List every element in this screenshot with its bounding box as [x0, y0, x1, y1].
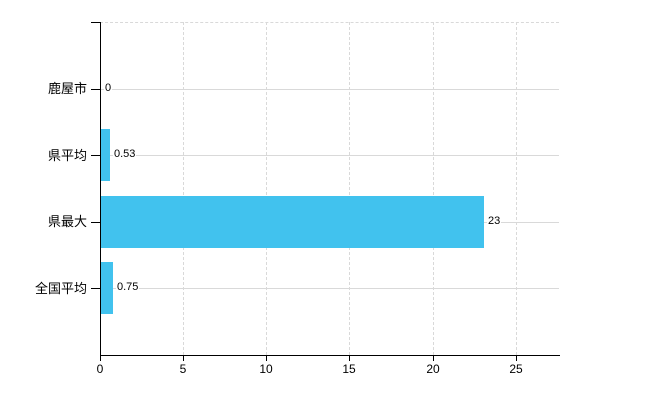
- plot-area: 0 5 10 15 20 25 0 0.53 23 0.75: [91, 22, 559, 376]
- bar: [101, 196, 484, 248]
- category-label: 県最大: [47, 214, 87, 229]
- x-axis-tick: [183, 355, 184, 361]
- y-axis-tick: [91, 89, 100, 90]
- top-gridline: [100, 22, 559, 23]
- y-axis: [100, 22, 101, 355]
- x-axis-tick: [100, 355, 101, 361]
- x-tick-label: 25: [509, 362, 523, 376]
- x-tick-label: 0: [96, 362, 104, 376]
- value-label: 0.53: [113, 148, 137, 161]
- x-tick-label: 10: [259, 362, 273, 376]
- y-axis-tick: [91, 155, 100, 156]
- vertical-gridline: [433, 22, 434, 355]
- vertical-gridline: [516, 22, 517, 355]
- bar: [101, 129, 110, 181]
- x-tick-label: 20: [426, 362, 440, 376]
- x-axis-tick: [433, 355, 434, 361]
- x-axis-tick: [349, 355, 350, 361]
- vertical-gridline: [183, 22, 184, 355]
- x-axis-tick: [266, 355, 267, 361]
- horizontal-gridline: [100, 89, 559, 90]
- y-axis-tick: [91, 222, 100, 223]
- vertical-gridline: [266, 22, 267, 355]
- category-label: 鹿屋市: [47, 81, 87, 96]
- horizontal-gridline: [100, 288, 559, 289]
- category-label: 県平均: [47, 148, 87, 163]
- category-label: 全国平均: [34, 281, 87, 296]
- vertical-gridline: [349, 22, 350, 355]
- x-axis-tick: [516, 355, 517, 361]
- x-tick-label: 15: [342, 362, 356, 376]
- y-axis-tick: [91, 288, 100, 289]
- value-label: 0: [104, 82, 113, 95]
- horizontal-gridline: [100, 155, 559, 156]
- value-label: 23: [487, 215, 502, 228]
- value-label: 0.75: [116, 281, 140, 294]
- x-axis: [100, 355, 560, 356]
- y-axis-tick: [91, 22, 100, 23]
- x-tick-label: 5: [179, 362, 187, 376]
- bar: [101, 262, 113, 314]
